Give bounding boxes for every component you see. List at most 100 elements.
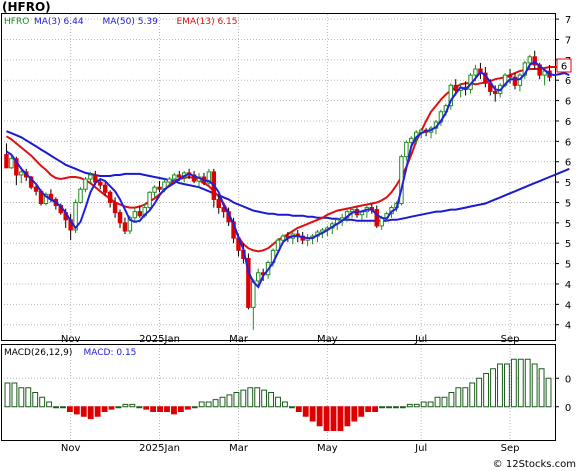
candle-down [453, 84, 458, 91]
candle-down [4, 154, 9, 169]
macd-y-tick-label: 0 [565, 374, 571, 385]
candle-down [98, 181, 103, 186]
candle-up [206, 171, 212, 184]
macd-bar [212, 399, 219, 408]
macd-bar [309, 406, 316, 422]
macd-y-tick-label: 0 [565, 403, 571, 414]
candle-up [147, 191, 152, 209]
macd-bar [73, 406, 80, 415]
price-x-tick-label: May [317, 334, 338, 345]
price-y-tick-label: 6 [565, 117, 571, 128]
macd-bar [392, 406, 399, 409]
candle-down [107, 191, 113, 203]
macd-x-tick-label: May [317, 443, 338, 454]
price-y-tick-label: 7 [565, 35, 571, 46]
legend-entry: MACD(26,12,9) [4, 348, 72, 358]
macd-bar [268, 392, 274, 408]
candle-down [102, 184, 108, 193]
last-price-label: 6 [561, 62, 567, 73]
macd-bar [462, 387, 469, 408]
macd-bar [358, 406, 365, 417]
price-x-axis: Nov 2025Jan Mar May Jul Sep [61, 334, 520, 345]
macd-bar [434, 396, 441, 408]
candle-down [122, 222, 128, 232]
candle-down [117, 212, 123, 224]
legend-entry: MA(3) 6.44 [34, 17, 84, 27]
macd-bar [11, 382, 18, 408]
macd-bar [351, 406, 358, 422]
candle-up [404, 141, 409, 158]
macd-bar [497, 363, 503, 408]
macd-bar [226, 394, 233, 408]
macd-bar [420, 401, 427, 408]
macd-bar [406, 403, 413, 408]
macd-bar [386, 406, 392, 409]
candle-down [33, 186, 39, 192]
macd-x-tick-label: Mar [229, 443, 249, 454]
macd-bars [4, 358, 552, 431]
macd-x-tick-label: Nov [61, 443, 81, 454]
macd-bar [379, 406, 385, 409]
price-y-tick-label: 4 [565, 321, 571, 332]
price-y-tick-label: 6 [565, 158, 571, 169]
candle-down [112, 201, 118, 214]
macd-bar [150, 406, 157, 412]
macd-bar [261, 389, 268, 408]
macd-bar [136, 406, 143, 409]
candle-down [507, 74, 513, 78]
macd-bar [177, 406, 184, 412]
candle-up [43, 193, 49, 204]
chart-title: (HFRO) [2, 0, 51, 14]
price-y-tick-label: 6 [565, 76, 571, 87]
candle-up [251, 280, 256, 308]
macd-bar [101, 406, 108, 412]
macd-bar [545, 377, 552, 408]
macd-bar [219, 396, 226, 408]
price-y-tick-label: 6 [565, 137, 571, 148]
price-y-tick-label: 4 [565, 280, 571, 291]
macd-bar [129, 403, 136, 408]
candle-down [216, 198, 221, 209]
price-x-tick-label: 2025Jan [139, 334, 180, 345]
candle-down [246, 258, 251, 308]
macd-bar [122, 403, 129, 408]
candle-down [14, 158, 19, 176]
candles [4, 50, 552, 330]
candle-up [448, 84, 454, 107]
price-x-tick-label: Mar [229, 334, 249, 345]
price-panel [1, 13, 556, 341]
candle-up [19, 171, 24, 176]
macd-x-tick-label: Sep [501, 443, 520, 454]
macd-bar [490, 368, 496, 408]
macd-bar [476, 377, 483, 408]
macd-bar [240, 389, 247, 408]
macd-bar [53, 406, 59, 409]
price-y-tick-label: 5 [565, 239, 571, 250]
candle-up [517, 74, 523, 86]
macd-bar [80, 406, 87, 417]
macd-bar [517, 358, 524, 408]
macd-bar [46, 401, 53, 408]
macd-bar [365, 406, 372, 412]
last-price-badge: 6 [556, 58, 572, 73]
candle-up [256, 272, 261, 282]
macd-bar [503, 363, 510, 408]
macd-bar [157, 406, 164, 412]
macd-bar [372, 406, 379, 412]
macd-bar [413, 403, 420, 408]
macd-bar [191, 406, 198, 409]
macd-bar [448, 392, 455, 408]
price-y-tick-label: 4 [565, 300, 571, 311]
price-y-tick-label: 7 [565, 15, 571, 26]
candle-up [78, 188, 83, 203]
macd-bar [531, 363, 538, 408]
macd-bar [427, 401, 434, 408]
macd-bar [66, 406, 73, 412]
macd-bar [330, 406, 337, 431]
macd-bar [60, 406, 66, 409]
macd-bar [316, 406, 323, 427]
macd-bar [399, 406, 406, 409]
candle-up [349, 209, 355, 213]
legend-entry: EMA(13) 6.15 [177, 17, 238, 27]
